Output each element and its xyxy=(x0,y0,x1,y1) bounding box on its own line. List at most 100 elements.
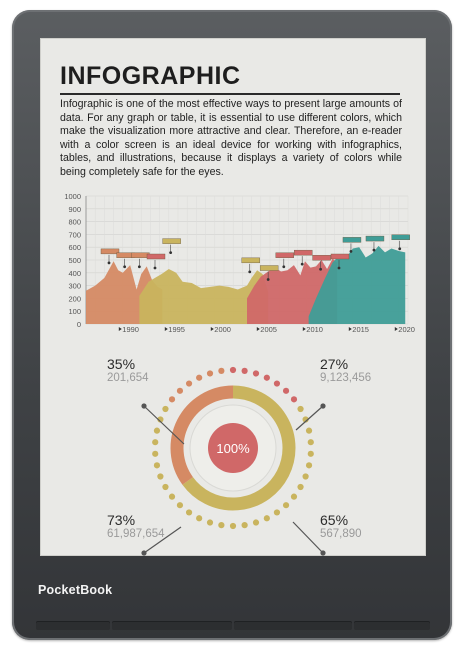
ring-dot xyxy=(290,396,298,403)
y-tick-label: 1000 xyxy=(64,192,81,201)
ring-dot xyxy=(196,515,203,522)
y-tick-label: 500 xyxy=(68,256,81,265)
stat-bottom-right-percent: 65% xyxy=(320,512,349,528)
marker-dot xyxy=(107,261,111,265)
marker-flag xyxy=(131,252,150,258)
x-tick-label: 2015 xyxy=(352,325,369,334)
marker-dot xyxy=(372,248,376,252)
y-tick-label: 600 xyxy=(68,243,81,252)
y-tick-label: 300 xyxy=(68,282,81,291)
marker-dot xyxy=(123,265,127,269)
x-tick-arrow xyxy=(210,327,214,331)
y-tick-label: 0 xyxy=(77,320,81,329)
donut-center-circle xyxy=(208,423,258,473)
x-tick-label: 2005 xyxy=(260,325,277,334)
marker-dot xyxy=(153,266,157,270)
donut-slice-orange xyxy=(170,385,234,485)
marker-flag xyxy=(365,235,385,242)
marker-dot xyxy=(337,266,341,270)
x-tick-arrow xyxy=(348,327,352,331)
x-tick-arrow xyxy=(302,327,306,331)
x-tick-arrow xyxy=(256,327,260,331)
page-title: INFOGRAPHIC xyxy=(60,62,241,90)
leader-line xyxy=(295,405,324,431)
page-forward-button[interactable] xyxy=(234,621,352,630)
marker-flag xyxy=(162,238,181,244)
marker-flag xyxy=(330,253,350,260)
marker-flag xyxy=(275,252,295,258)
stat-top-left-value: 201,654 xyxy=(107,372,149,384)
stat-bottom-left-percent: 73% xyxy=(107,512,136,528)
stat-top-left-percent: 35% xyxy=(107,356,136,372)
donut-slice-gold xyxy=(182,385,296,511)
y-tick-label: 100 xyxy=(68,307,81,316)
stat-bottom-left-value: 61,987,654 xyxy=(107,528,165,540)
ring-dot xyxy=(297,405,304,413)
ring-dot xyxy=(305,427,313,434)
marker-flag xyxy=(259,265,279,271)
y-tick-label: 700 xyxy=(68,230,81,239)
back-button[interactable] xyxy=(36,621,110,630)
area-series-teal xyxy=(308,245,406,324)
ring-dot xyxy=(206,370,214,377)
ring-dot xyxy=(196,374,203,381)
ring-dot xyxy=(162,483,169,491)
intro-paragraph: Infographic is one of the most effective… xyxy=(60,98,402,178)
ring-dot xyxy=(206,519,214,526)
brand-logo: PocketBook xyxy=(38,583,113,597)
x-tick-arrow xyxy=(394,327,398,331)
ring-dot xyxy=(252,370,260,377)
leader-line xyxy=(143,526,182,554)
marker-dot xyxy=(169,251,173,255)
stat-top-right-value: 9,123,456 xyxy=(320,372,372,384)
ring-dot xyxy=(229,522,237,530)
marker-dot xyxy=(266,278,270,281)
title-underline xyxy=(60,93,400,95)
marker-dot xyxy=(319,267,322,271)
marker-flag xyxy=(241,257,260,264)
leader-dot xyxy=(320,550,326,556)
leader-dot xyxy=(141,550,147,556)
x-tick-label: 1995 xyxy=(168,325,185,334)
marker-flag xyxy=(342,237,362,243)
ring-dot xyxy=(290,493,298,500)
menu-button[interactable] xyxy=(354,621,430,630)
ring-dot xyxy=(273,380,281,387)
x-tick-label: 2010 xyxy=(306,325,323,334)
ring-dot xyxy=(297,483,304,491)
leader-dot xyxy=(141,403,147,409)
ring-dot xyxy=(157,473,164,480)
marker-flag xyxy=(100,248,120,255)
marker-dot xyxy=(398,247,402,251)
donut-center-label: 100% xyxy=(216,441,250,456)
ring-dot xyxy=(152,439,159,446)
marker-dot xyxy=(248,270,252,274)
leader-dot xyxy=(320,403,326,409)
leader-line xyxy=(143,405,185,445)
ring-dot xyxy=(218,522,225,529)
ring-dot xyxy=(152,450,159,457)
ring-dot xyxy=(282,387,290,394)
ring-dot xyxy=(168,493,176,500)
ring-dot xyxy=(273,509,281,516)
ring-dot xyxy=(185,380,193,387)
ring-dot xyxy=(263,374,270,381)
ring-dot xyxy=(302,473,309,480)
home-button[interactable] xyxy=(112,621,232,630)
marker-flag xyxy=(391,234,410,240)
marker-flag xyxy=(146,253,166,260)
x-tick-label: 2000 xyxy=(214,325,231,334)
eink-screen: INFOGRAPHIC Infographic is one of the mo… xyxy=(40,38,426,556)
y-tick-label: 900 xyxy=(68,205,81,214)
ring-dot xyxy=(176,502,184,509)
stat-bottom-right-value: 567,890 xyxy=(320,528,362,540)
leader-line xyxy=(292,521,324,554)
ring-dot xyxy=(229,366,237,374)
ring-dot xyxy=(241,522,248,529)
marker-dot xyxy=(282,265,286,269)
ring-dot xyxy=(307,450,314,457)
ring-dot xyxy=(241,367,248,374)
ring-dot xyxy=(153,462,161,469)
y-tick-label: 400 xyxy=(68,269,81,278)
